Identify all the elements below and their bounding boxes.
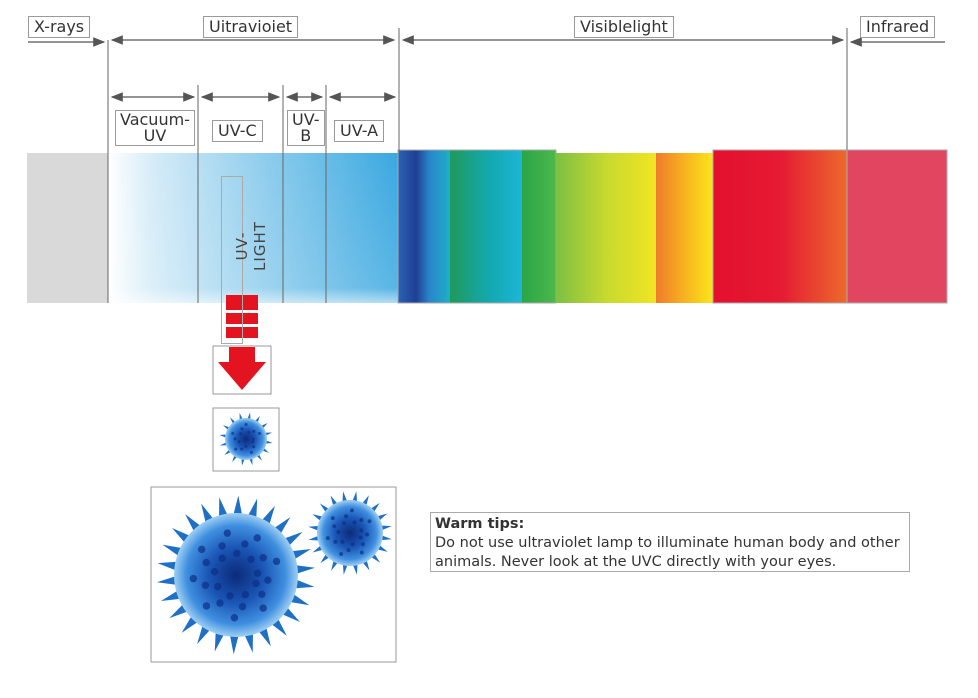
virus-medium-icon [308,491,392,575]
subband-label-uvb: UV- B [287,110,325,146]
cyan-band [450,150,522,303]
red-band [712,149,848,304]
uvb-line1: UV- [292,110,320,129]
uvb-line2: B [300,126,312,145]
band-label-infrared: Infrared [860,16,936,38]
warm-tips-box: Warm tips: Do not use ultraviolet lamp t… [430,512,910,572]
subband-label-uvc: UV-C [212,120,263,142]
band-label-ultraviolet: Uitravioiet [203,16,299,38]
uv-light-label: UV- LIGHT [233,221,269,271]
vacuum-uv-line2: UV [143,126,167,145]
subband-label-vacuum-uv: Vacuum- UV [115,110,195,146]
orange-band [656,153,713,303]
virus-icon [219,412,273,466]
subband-label-uva: UV-A [334,120,385,142]
uv-light-frame [221,176,243,344]
warm-tips-text: Do not use ultraviolet lamp to illuminat… [435,535,900,570]
infrared-band [846,149,948,304]
band-label-xrays: X-rays [28,16,91,38]
yellow-band [556,153,656,303]
green-band [522,150,556,303]
vacuum-uv-line1: Vacuum- [120,110,190,129]
band-label-visible: Visiblelight [574,16,674,38]
blue-band [398,150,450,303]
xray-band [27,153,108,303]
warm-tips-title: Warm tips: [435,516,525,532]
virus-large-icon [156,495,316,655]
